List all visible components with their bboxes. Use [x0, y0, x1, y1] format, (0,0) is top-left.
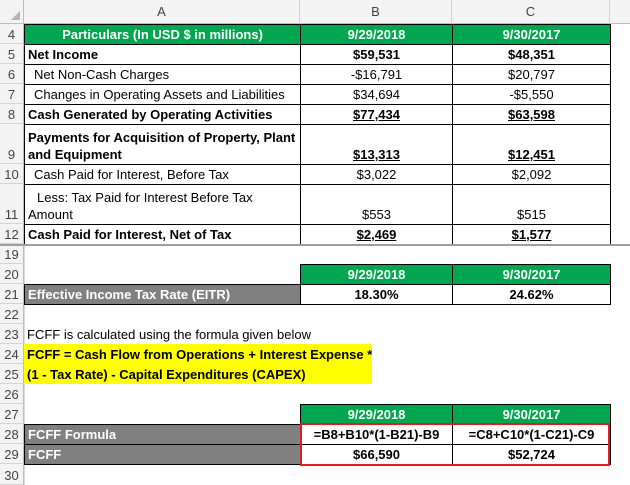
row-header-19[interactable]: 19 — [0, 244, 24, 264]
formula-line-2[interactable]: (1 - Tax Rate) - Capital Expenditures (C… — [24, 364, 372, 384]
net-income-b[interactable]: $59,531 — [300, 44, 453, 65]
interest-net-label[interactable]: Cash Paid for Interest, Net of Tax — [24, 224, 301, 245]
changes-b[interactable]: $34,694 — [300, 84, 453, 105]
header-particulars[interactable]: Particulars (In USD $ in millions) — [24, 24, 301, 45]
cfo-b: $77,434 — [353, 107, 400, 122]
eitr-c[interactable]: 24.62% — [452, 284, 611, 305]
row-header-25[interactable]: 25 — [0, 364, 24, 384]
capex-b-cell[interactable]: $13,313 — [300, 124, 453, 165]
tax-paid-c[interactable]: $515 — [452, 184, 611, 225]
fcff-note[interactable]: FCFF is calculated using the formula giv… — [27, 327, 311, 342]
interest-net-c: $1,577 — [511, 227, 552, 242]
hidden-rows-separator — [0, 244, 630, 246]
capex-label[interactable]: Payments for Acquisition of Property, Pl… — [24, 124, 301, 165]
cfo-c: $63,598 — [508, 107, 555, 122]
capex-c-cell[interactable]: $12,451 — [452, 124, 611, 165]
row-header-12[interactable]: 12 — [0, 224, 24, 244]
formula-line-1[interactable]: FCFF = Cash Flow from Operations + Inter… — [24, 344, 372, 364]
interest-net-c-cell[interactable]: $1,577 — [452, 224, 611, 245]
cfo-c-cell[interactable]: $63,598 — [452, 104, 611, 125]
tax-paid-label[interactable]: Less: Tax Paid for Interest Before Tax A… — [24, 184, 301, 225]
row-header-23[interactable]: 23 — [0, 324, 24, 344]
interest-net-b-cell[interactable]: $2,469 — [300, 224, 453, 245]
row-header-27[interactable]: 27 — [0, 404, 24, 424]
eitr-header-b[interactable]: 9/29/2018 — [300, 264, 453, 285]
non-cash-label[interactable]: Net Non-Cash Charges — [24, 64, 301, 85]
fcff-highlight-box — [300, 423, 610, 466]
row-header-9[interactable]: 9 — [0, 124, 24, 164]
eitr-b[interactable]: 18.30% — [300, 284, 453, 305]
fcff-label[interactable]: FCFF — [24, 444, 301, 465]
select-all-corner[interactable] — [0, 0, 24, 24]
net-income-c[interactable]: $48,351 — [452, 44, 611, 65]
row-header-4[interactable]: 4 — [0, 24, 24, 44]
fcff-formula-label[interactable]: FCFF Formula — [24, 424, 301, 445]
changes-c[interactable]: -$5,550 — [452, 84, 611, 105]
header-col-c[interactable]: 9/30/2017 — [452, 24, 611, 45]
column-header-c[interactable]: C — [452, 0, 610, 24]
fcff-header-c[interactable]: 9/30/2017 — [452, 404, 611, 425]
net-income-label[interactable]: Net Income — [24, 44, 301, 65]
capex-b: $13,313 — [353, 147, 400, 162]
header-col-b[interactable]: 9/29/2018 — [300, 24, 453, 45]
row-header-5[interactable]: 5 — [0, 44, 24, 64]
column-header-a[interactable]: A — [24, 0, 300, 24]
row-header-7[interactable]: 7 — [0, 84, 24, 104]
row-header-20[interactable]: 20 — [0, 264, 24, 284]
capex-c: $12,451 — [508, 147, 555, 162]
row-header-29[interactable]: 29 — [0, 444, 24, 464]
row-header-8[interactable]: 8 — [0, 104, 24, 124]
row-header-6[interactable]: 6 — [0, 64, 24, 84]
eitr-label[interactable]: Effective Income Tax Rate (EITR) — [24, 284, 301, 305]
eitr-header-c[interactable]: 9/30/2017 — [452, 264, 611, 285]
cfo-b-cell[interactable]: $77,434 — [300, 104, 453, 125]
row-header-21[interactable]: 21 — [0, 284, 24, 304]
row-header-24[interactable]: 24 — [0, 344, 24, 364]
column-header-b[interactable]: B — [300, 0, 452, 24]
interest-before-label[interactable]: Cash Paid for Interest, Before Tax — [24, 164, 301, 185]
row-header-10[interactable]: 10 — [0, 164, 24, 184]
interest-before-c[interactable]: $2,092 — [452, 164, 611, 185]
row-header-30[interactable]: 30 — [0, 464, 24, 485]
non-cash-c[interactable]: $20,797 — [452, 64, 611, 85]
row-header-26[interactable]: 26 — [0, 384, 24, 404]
cfo-label[interactable]: Cash Generated by Operating Activities — [24, 104, 301, 125]
column-header-d[interactable] — [610, 0, 630, 24]
interest-before-b[interactable]: $3,022 — [300, 164, 453, 185]
row-header-22[interactable]: 22 — [0, 304, 24, 324]
non-cash-b[interactable]: -$16,791 — [300, 64, 453, 85]
row-header-28[interactable]: 28 — [0, 424, 24, 444]
fcff-header-b[interactable]: 9/29/2018 — [300, 404, 453, 425]
tax-paid-b[interactable]: $553 — [300, 184, 453, 225]
changes-label[interactable]: Changes in Operating Assets and Liabilit… — [24, 84, 301, 105]
interest-net-b: $2,469 — [356, 227, 397, 242]
row-header-11[interactable]: 11 — [0, 184, 24, 224]
